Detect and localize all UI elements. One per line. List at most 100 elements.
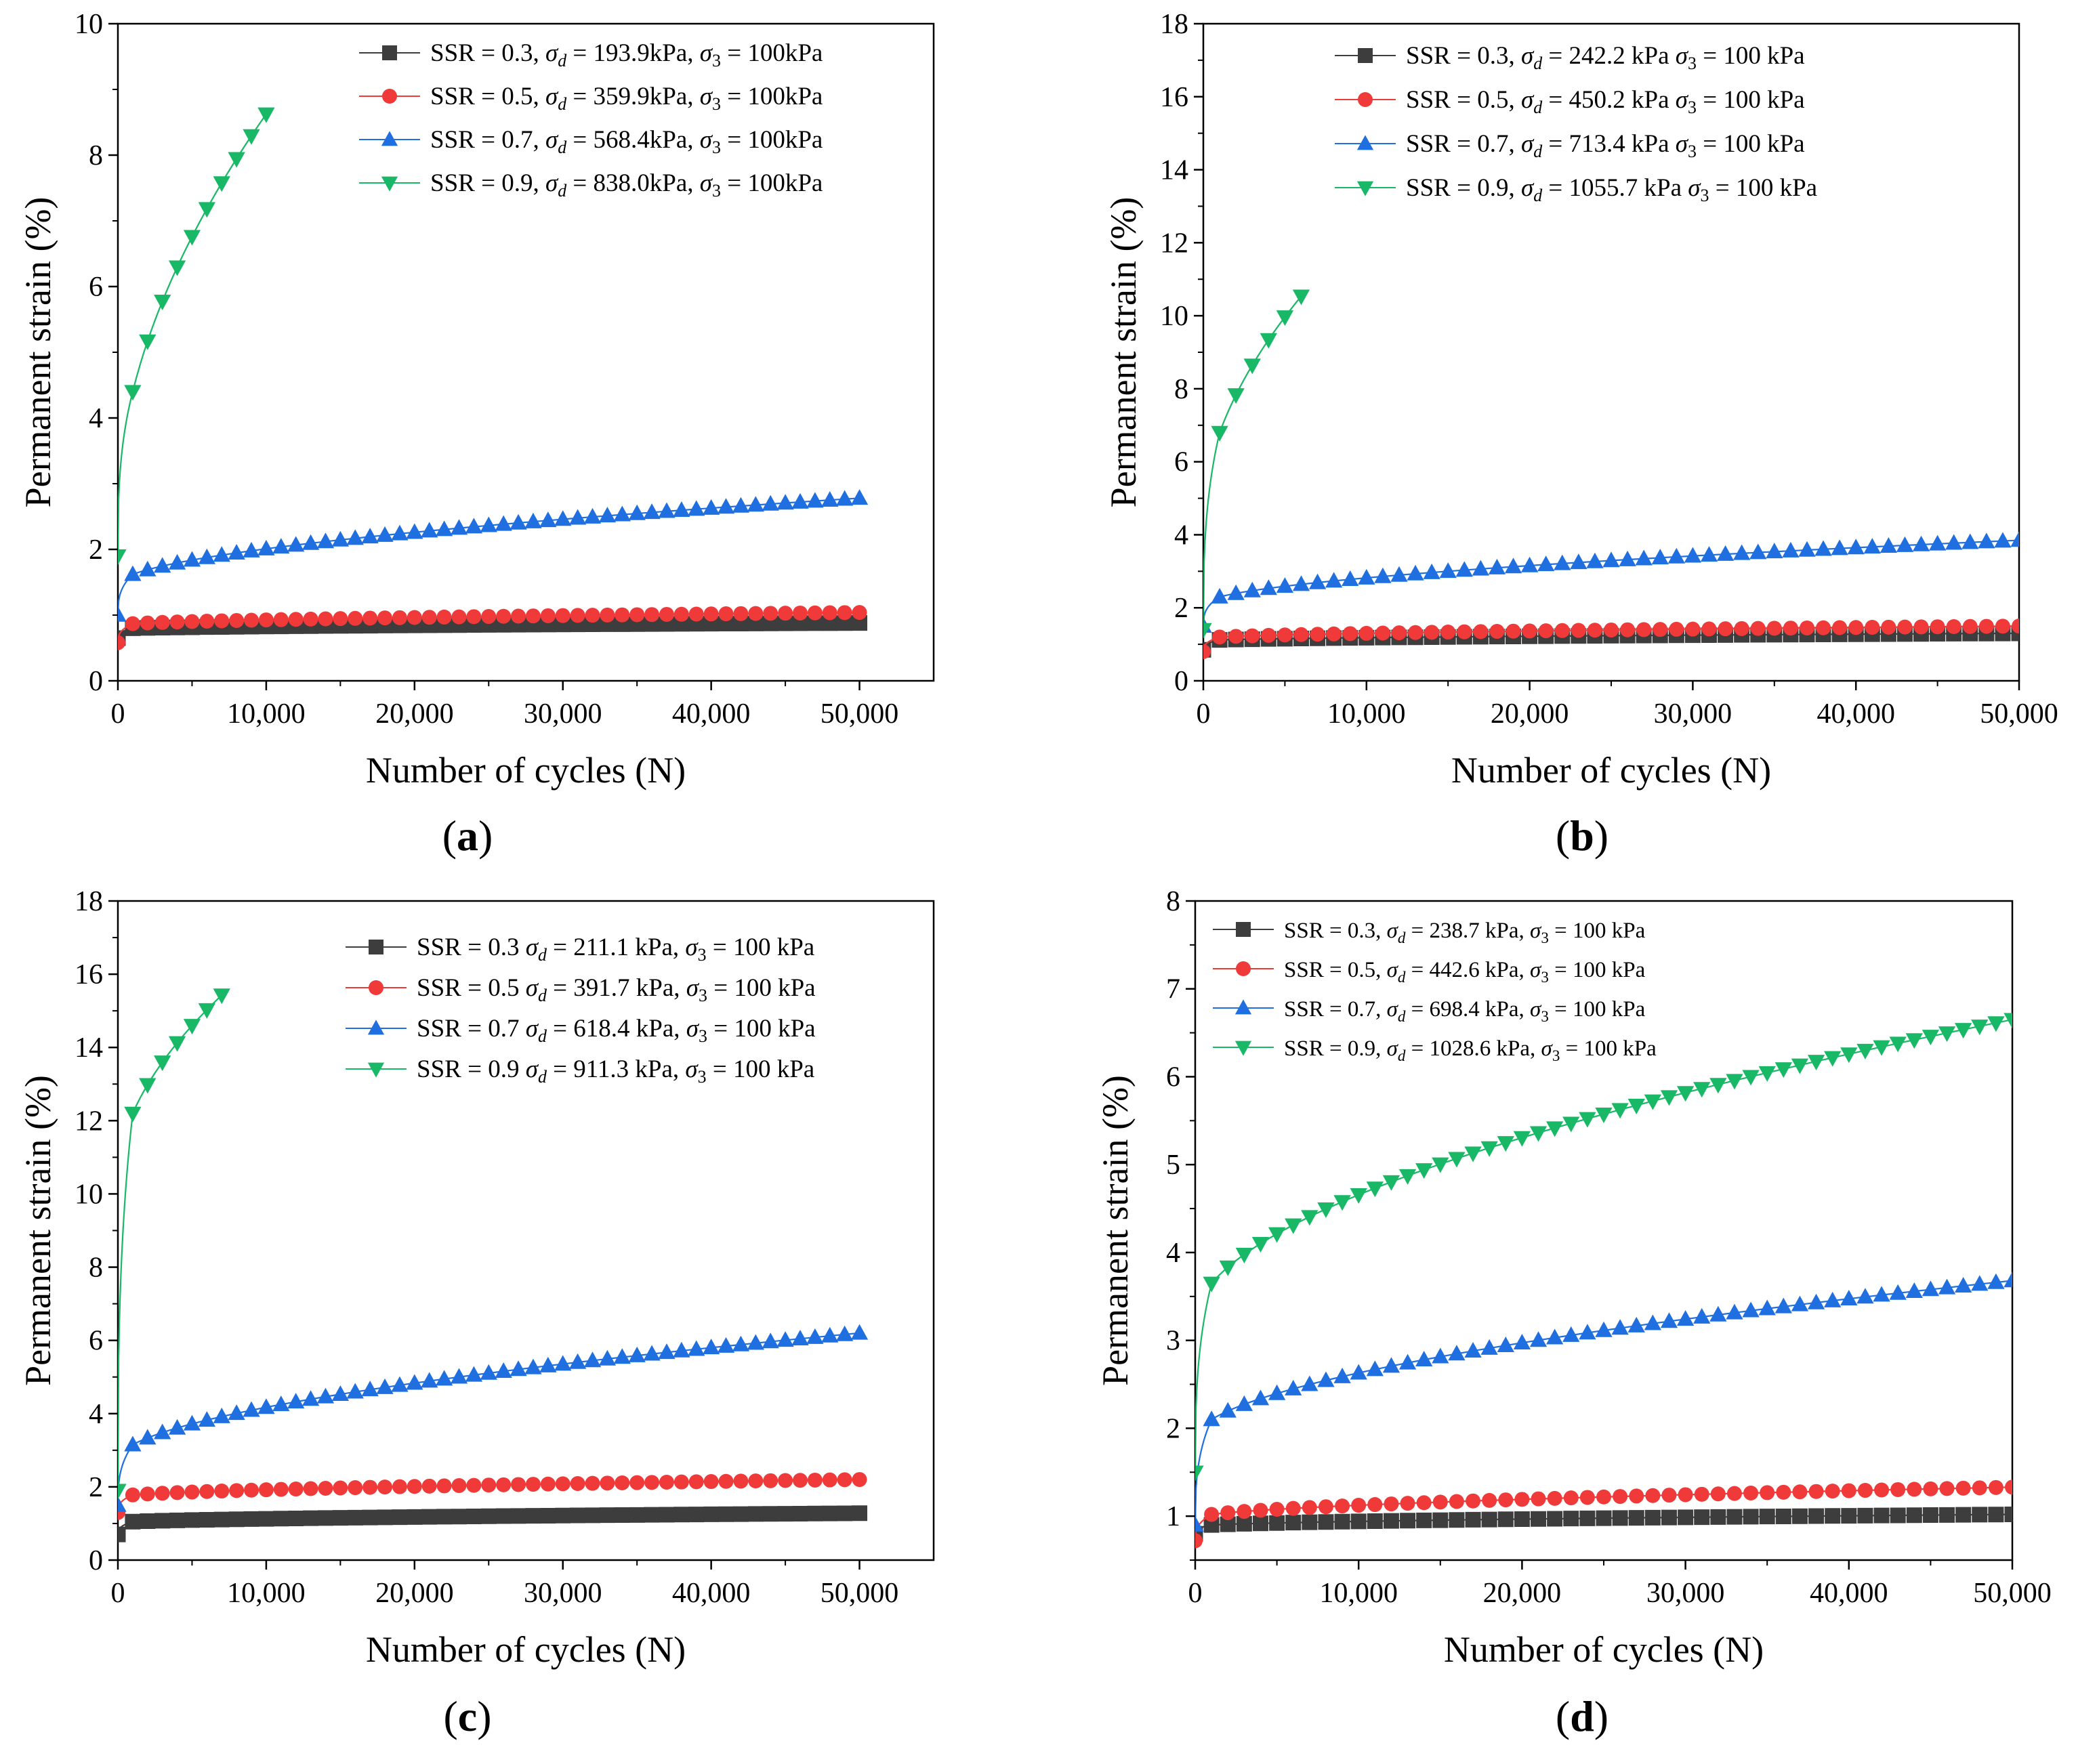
data-point-marker xyxy=(154,1055,171,1072)
data-point-marker xyxy=(1734,621,1749,636)
data-point-marker xyxy=(837,605,852,621)
data-point-marker xyxy=(287,1393,305,1409)
data-point-marker xyxy=(1350,1513,1367,1530)
data-point-marker xyxy=(525,1477,541,1492)
data-point-marker xyxy=(421,1478,437,1494)
y-tick-label: 3 xyxy=(1166,1326,1180,1357)
data-point-marker xyxy=(288,1510,304,1526)
data-point-marker xyxy=(169,614,185,630)
data-point-marker xyxy=(1488,558,1506,574)
legend-entry: SSR = 0.5, σd = 359.9kPa, σ3 = 100kPa xyxy=(359,83,823,114)
data-point-marker xyxy=(1342,570,1359,587)
data-point-marker xyxy=(480,1364,497,1380)
data-point-marker xyxy=(1678,1509,1694,1526)
data-point-marker xyxy=(1318,1514,1334,1530)
data-point-marker xyxy=(644,1475,660,1490)
data-point-marker xyxy=(1317,1202,1335,1219)
data-point-marker xyxy=(1596,1489,1611,1505)
data-point-marker xyxy=(118,1484,127,1500)
data-point-marker xyxy=(1995,618,2010,634)
data-point-marker xyxy=(1562,1116,1580,1133)
data-point-marker xyxy=(1896,536,1914,552)
data-point-marker xyxy=(1710,1509,1726,1525)
data-point-marker xyxy=(303,1510,319,1526)
y-axis-title: Permanent strain (%) xyxy=(18,197,58,508)
data-point-marker xyxy=(1644,1314,1662,1330)
data-point-marker xyxy=(125,1487,140,1503)
data-point-marker xyxy=(361,1381,379,1397)
data-point-marker xyxy=(1743,1509,1759,1525)
y-tick-label: 10 xyxy=(1160,301,1188,332)
data-point-marker xyxy=(718,1473,734,1489)
data-point-marker xyxy=(1988,1507,2004,1523)
data-point-marker xyxy=(629,1475,645,1490)
data-point-marker xyxy=(465,518,483,534)
legend-label: SSR = 0.3 σd = 211.1 kPa, σ3 = 100 kPa xyxy=(417,933,814,965)
data-point-marker xyxy=(1514,1492,1530,1507)
data-point-marker xyxy=(183,1414,201,1431)
y-tick-label: 6 xyxy=(1174,447,1188,478)
data-point-marker xyxy=(1774,1297,1792,1314)
data-point-marker xyxy=(2004,1507,2012,1523)
data-point-marker xyxy=(1636,622,1652,637)
data-point-marker xyxy=(199,1484,215,1499)
data-point-marker xyxy=(1285,1218,1302,1234)
data-point-marker xyxy=(1873,1286,1890,1302)
data-point-marker xyxy=(1554,554,1571,570)
data-point-marker xyxy=(1807,1293,1825,1309)
x-tick-label: 30,000 xyxy=(1646,1578,1725,1609)
data-point-marker xyxy=(1742,1301,1760,1318)
x-tick-label: 30,000 xyxy=(524,1578,602,1609)
data-point-marker xyxy=(1498,1492,1514,1508)
data-point-marker xyxy=(1890,1482,1906,1497)
data-point-marker xyxy=(495,515,512,531)
legend-marker xyxy=(1356,181,1374,196)
data-point-marker xyxy=(852,615,868,631)
data-point-marker xyxy=(1825,1508,1841,1524)
data-point-marker xyxy=(1653,622,1668,637)
legend-marker xyxy=(1234,1041,1252,1056)
data-point-marker xyxy=(1432,1157,1449,1173)
data-point-marker xyxy=(821,490,839,507)
series-0.9 xyxy=(118,988,230,1500)
data-point-marker xyxy=(1302,1514,1318,1530)
data-point-marker xyxy=(2004,1272,2012,1288)
data-point-marker xyxy=(732,497,750,513)
data-point-marker xyxy=(139,1429,157,1445)
data-point-marker xyxy=(1710,1486,1726,1502)
data-point-marker xyxy=(1195,1465,1204,1482)
data-point-marker xyxy=(421,1509,438,1525)
data-point-marker xyxy=(643,503,661,520)
data-point-marker xyxy=(1905,1033,1923,1049)
data-point-marker xyxy=(1245,628,1260,644)
data-point-marker xyxy=(118,1526,126,1542)
data-point-marker xyxy=(1448,1152,1466,1168)
data-point-marker xyxy=(1840,1047,1858,1064)
legend-label: SSR = 0.5 σd = 391.7 kPa, σ3 = 100 kPa xyxy=(417,974,816,1005)
data-point-marker xyxy=(199,613,215,629)
data-point-marker xyxy=(733,1473,749,1489)
y-tick-label: 8 xyxy=(89,140,103,171)
data-point-marker xyxy=(184,1484,200,1500)
data-point-marker xyxy=(1579,1510,1596,1526)
data-point-marker xyxy=(629,607,645,623)
data-point-marker xyxy=(466,1477,482,1493)
data-point-marker xyxy=(1758,1066,1776,1082)
data-point-marker xyxy=(1627,1316,1645,1332)
series-0.9 xyxy=(1195,1013,2012,1482)
data-point-marker xyxy=(673,501,690,517)
data-point-marker xyxy=(465,1366,483,1382)
data-point-marker xyxy=(1203,1276,1220,1293)
data-point-marker xyxy=(272,1395,290,1412)
data-point-marker xyxy=(1978,532,1995,549)
data-point-marker xyxy=(1627,1098,1645,1114)
data-point-marker xyxy=(183,230,201,246)
data-point-marker xyxy=(451,1478,467,1494)
series-line xyxy=(118,497,860,616)
data-point-marker xyxy=(643,1345,661,1361)
data-point-marker xyxy=(659,1475,674,1490)
legend-label: SSR = 0.5, σd = 359.9kPa, σ3 = 100kPa xyxy=(430,83,823,114)
data-point-marker xyxy=(1465,1511,1481,1528)
data-point-marker xyxy=(118,549,127,565)
data-point-marker xyxy=(1831,539,1848,555)
